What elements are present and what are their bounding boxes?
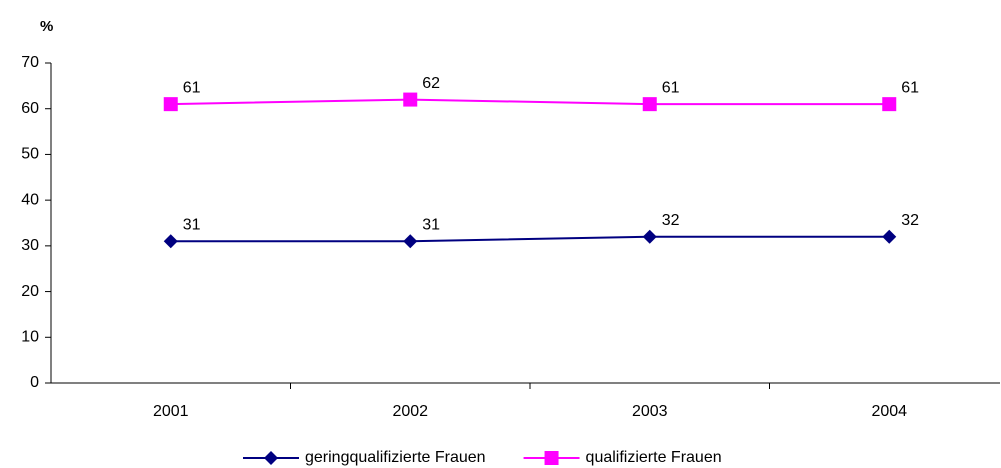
x-tick-label: 2004	[871, 403, 907, 420]
data-label: 31	[183, 217, 201, 234]
data-label: 61	[901, 79, 919, 96]
x-tick-label: 2002	[392, 403, 428, 420]
legend-label: qualifizierte Frauen	[586, 449, 722, 466]
data-point	[642, 97, 657, 112]
data-label: 61	[662, 79, 680, 96]
data-point	[882, 229, 897, 244]
data-point	[882, 97, 897, 112]
data-point	[163, 97, 178, 112]
y-tick-label: 0	[30, 374, 39, 391]
data-label: 32	[662, 212, 680, 229]
y-axis-label: %	[40, 18, 53, 35]
data-point	[163, 234, 178, 249]
data-point	[403, 234, 418, 249]
data-point	[403, 92, 418, 107]
legend-marker	[264, 451, 278, 465]
x-tick-label: 2001	[153, 403, 189, 420]
series-line	[170, 235, 890, 243]
y-tick-label: 10	[21, 329, 39, 346]
y-tick-label: 60	[21, 100, 39, 117]
x-tick-label: 2003	[632, 403, 668, 420]
data-point	[642, 229, 657, 244]
data-label: 61	[183, 79, 201, 96]
data-label: 31	[422, 217, 440, 234]
y-tick-label: 30	[21, 237, 39, 254]
series-line	[170, 98, 890, 106]
legend-label: geringqualifizierte Frauen	[305, 449, 486, 466]
y-tick-label: 50	[21, 146, 39, 163]
y-tick-label: 70	[21, 54, 39, 71]
legend-marker	[544, 451, 559, 465]
data-label: 62	[422, 75, 440, 92]
y-tick-label: 20	[21, 283, 39, 300]
data-label: 32	[901, 212, 919, 229]
y-tick-label: 40	[21, 191, 39, 208]
